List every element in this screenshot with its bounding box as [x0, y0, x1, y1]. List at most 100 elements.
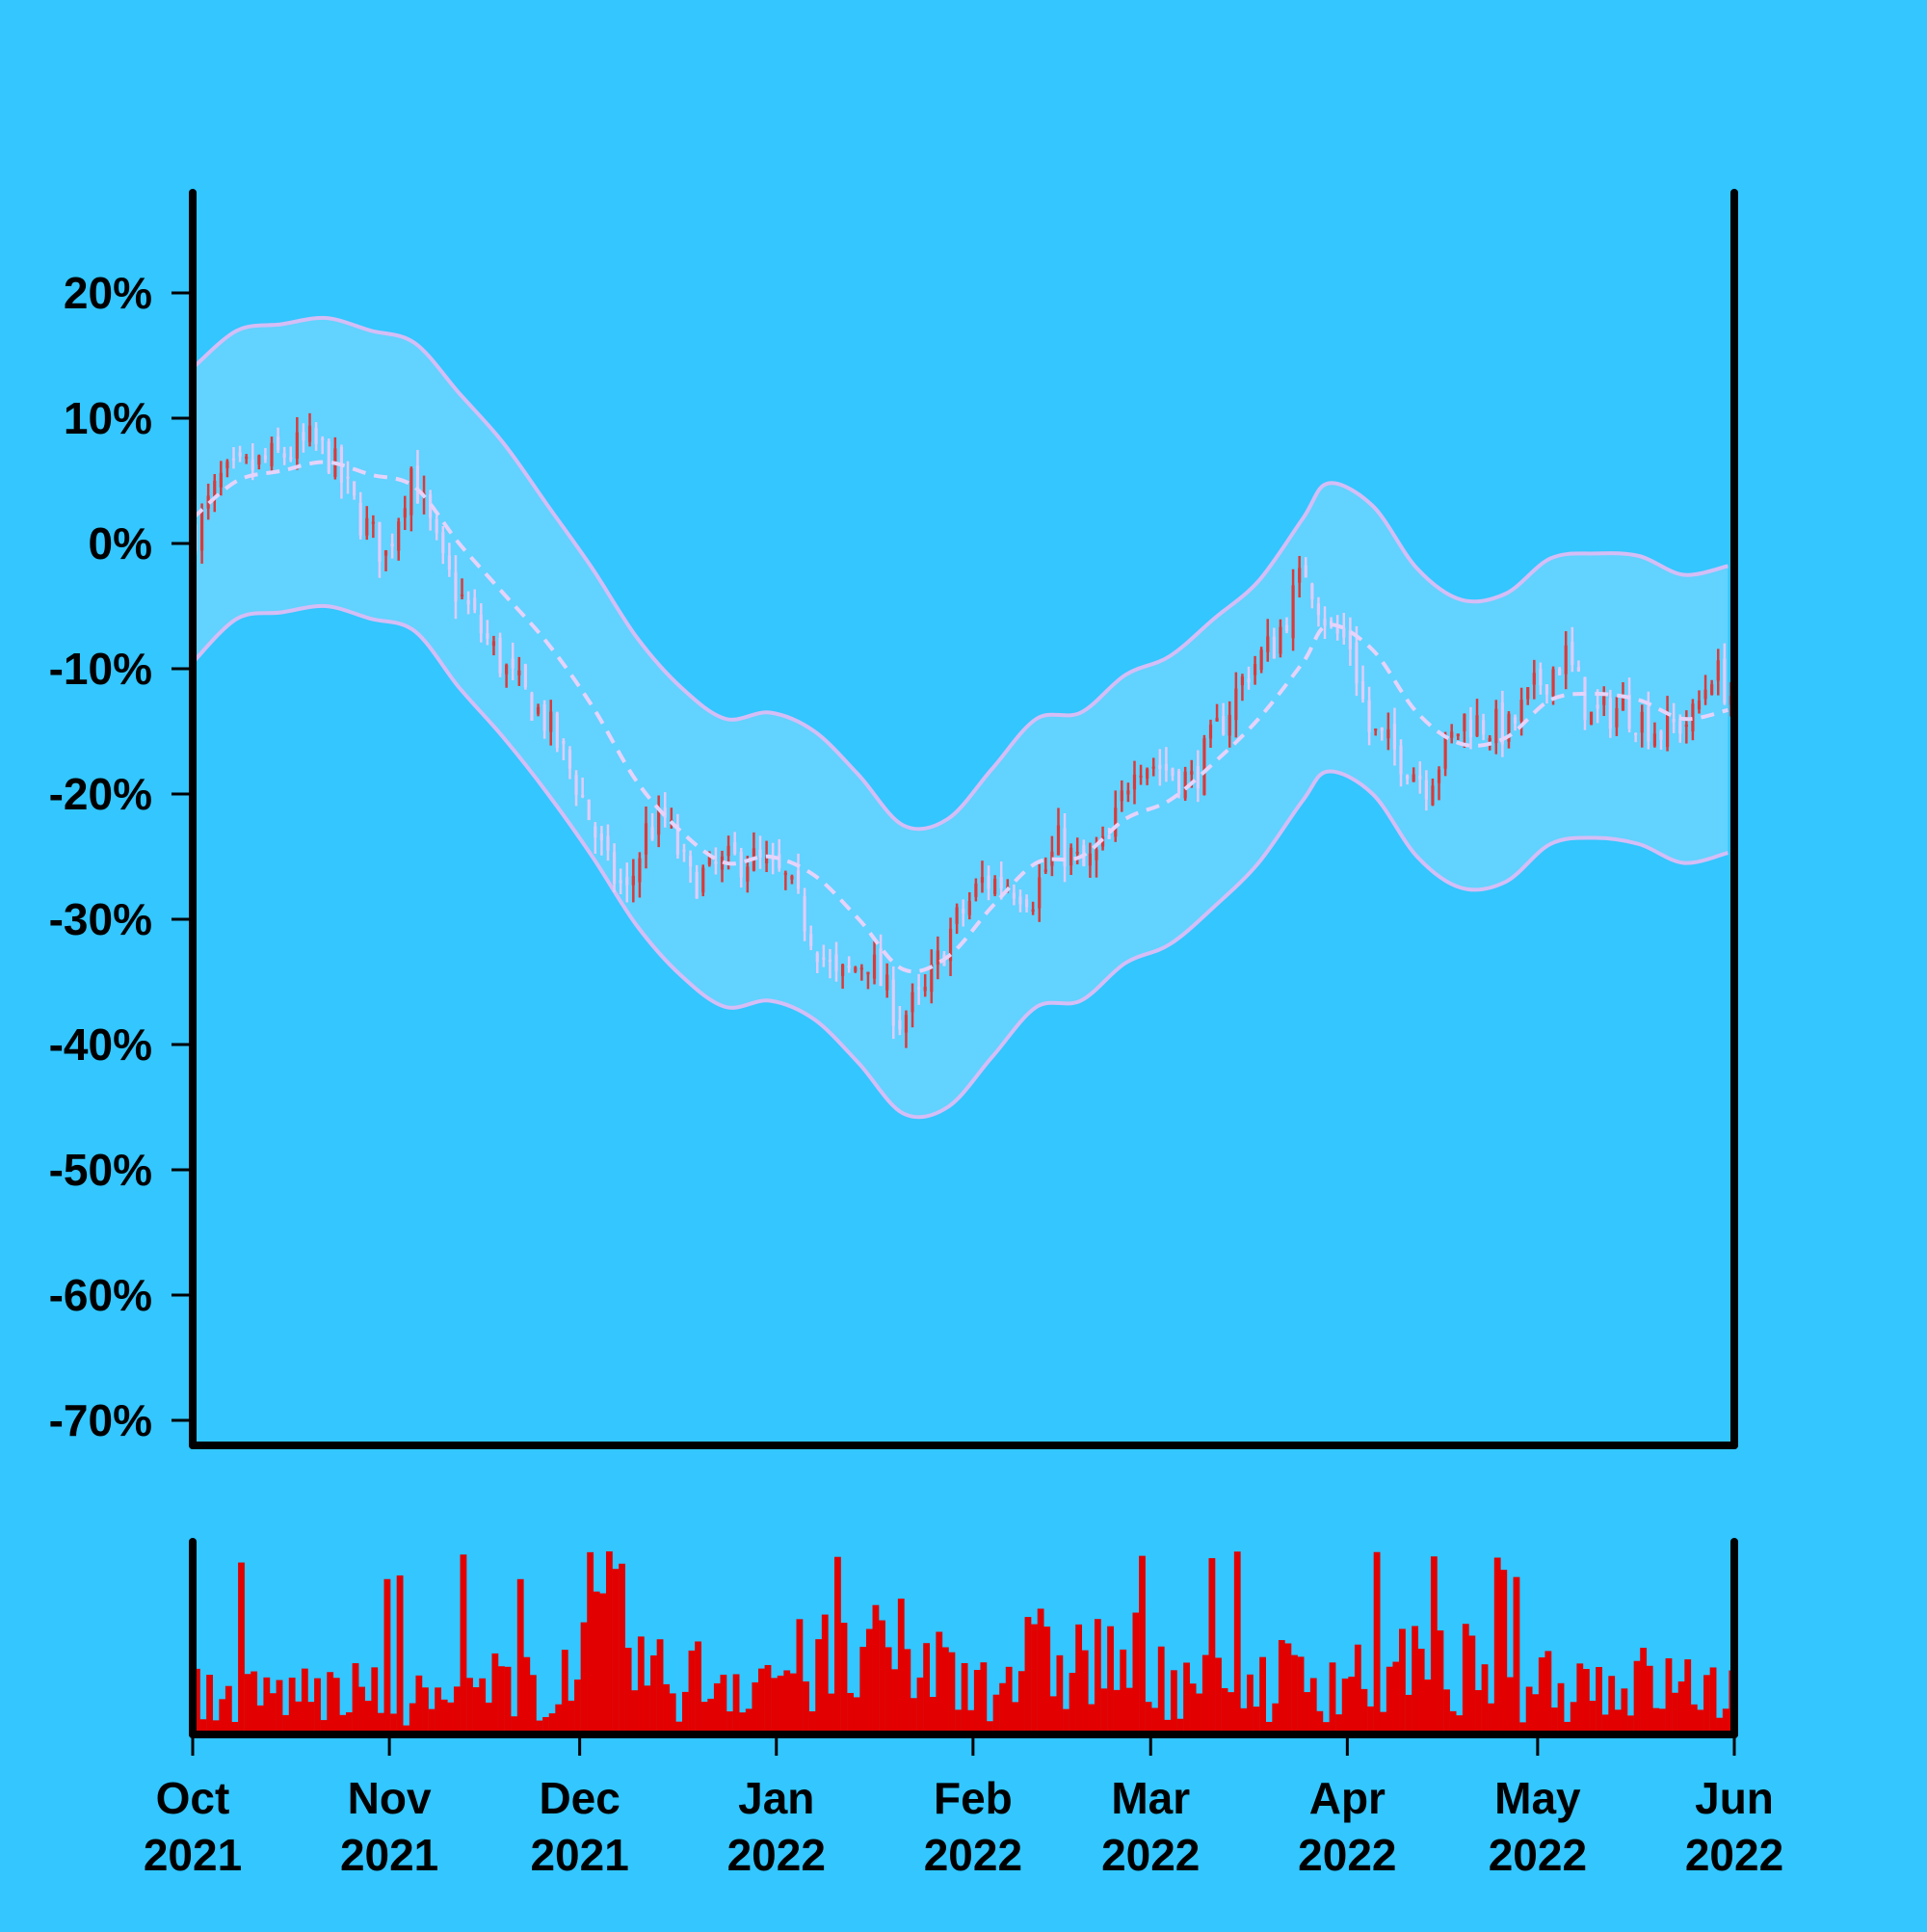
volume-bar: [453, 1686, 461, 1734]
candle-body: [663, 807, 667, 818]
candle-body: [930, 964, 934, 992]
candle: [1608, 689, 1612, 738]
volume-bar: [1145, 1702, 1152, 1734]
candle: [491, 635, 496, 656]
volume-bar: [466, 1678, 473, 1734]
candle-body: [1253, 663, 1257, 675]
candle-body: [1348, 630, 1352, 649]
candle-body: [358, 502, 362, 536]
volume-bar: [1380, 1711, 1387, 1734]
x-tick-month-label: Apr: [1309, 1773, 1386, 1823]
candle-body: [720, 856, 725, 870]
candle-body: [460, 594, 464, 596]
volume-bar: [1601, 1714, 1609, 1734]
volume-bar: [491, 1653, 499, 1734]
candle: [403, 495, 407, 531]
candle: [1634, 732, 1638, 743]
candle-body: [866, 971, 870, 975]
candle: [511, 642, 515, 680]
volume-bar: [1506, 1677, 1514, 1734]
candle: [619, 868, 622, 895]
x-tick-year-label: 2021: [144, 1830, 242, 1880]
volume-bar: [1677, 1681, 1685, 1734]
candle-body: [936, 950, 939, 966]
candle: [225, 459, 229, 478]
volume-bar: [739, 1712, 747, 1734]
candle: [1120, 780, 1123, 812]
candle-body: [1146, 768, 1149, 780]
candle-body: [625, 877, 629, 886]
volume-bar: [1170, 1670, 1177, 1734]
x-tick-year-label: 2022: [1489, 1830, 1587, 1880]
y-tick-label: 20%: [64, 268, 152, 318]
volume-bar: [1354, 1644, 1361, 1734]
candle-body: [1424, 780, 1428, 800]
volume-bar: [1278, 1640, 1285, 1734]
volume-bar: [206, 1675, 213, 1734]
volume-bar: [815, 1639, 823, 1734]
candle-body: [371, 521, 375, 524]
volume-bar: [1703, 1675, 1710, 1734]
candle: [466, 591, 470, 615]
candle: [752, 832, 756, 872]
volume-bar: [256, 1705, 264, 1734]
candle-body: [1164, 764, 1169, 771]
y-tick-label: -10%: [49, 644, 152, 694]
candle: [339, 444, 344, 499]
candle-body: [213, 480, 217, 500]
volume-bar: [1658, 1708, 1666, 1734]
candle: [1360, 665, 1365, 703]
candle-body: [1544, 684, 1549, 695]
volume-bar: [1468, 1635, 1476, 1734]
volume-bar: [320, 1720, 328, 1734]
candle-body: [1202, 738, 1206, 795]
volume-bar: [1183, 1662, 1190, 1734]
candle-body: [1488, 737, 1491, 742]
volume-bar: [1176, 1718, 1184, 1734]
volume-bar: [1519, 1722, 1526, 1734]
candle-body: [1576, 667, 1580, 672]
candle-body: [1227, 714, 1231, 736]
volume-bar: [923, 1643, 931, 1734]
volume-bar: [1329, 1662, 1336, 1734]
volume-bar: [1627, 1715, 1634, 1734]
candle: [358, 491, 362, 540]
candle: [783, 870, 787, 890]
candle: [498, 632, 502, 677]
candle-body: [562, 740, 566, 745]
candle: [854, 966, 858, 973]
candle-body: [1621, 697, 1625, 711]
volume-bar: [808, 1710, 816, 1734]
candles: [194, 412, 1733, 1048]
candle-body: [841, 965, 845, 976]
volume-bar: [219, 1699, 226, 1734]
volume-bar: [516, 1578, 524, 1734]
moving-average: [191, 460, 1729, 974]
volume-bar: [1640, 1648, 1648, 1734]
candle-body: [327, 440, 330, 473]
candle-body: [466, 599, 470, 605]
x-tick-year-label: 2022: [924, 1830, 1022, 1880]
candle-body: [1126, 790, 1130, 795]
volume-bar: [1582, 1669, 1590, 1734]
volume-bar: [371, 1667, 379, 1734]
candle: [1640, 704, 1644, 748]
volume-bar: [555, 1704, 563, 1734]
candle: [1342, 612, 1346, 645]
candle: [714, 847, 718, 875]
candle: [454, 555, 458, 620]
candle-body: [270, 442, 274, 466]
candle: [1697, 690, 1702, 714]
volume-bar: [916, 1677, 924, 1734]
volume-bar: [251, 1671, 258, 1734]
candle-body: [790, 876, 794, 880]
candle-body: [1342, 627, 1346, 638]
volume-bar: [288, 1678, 296, 1734]
candle: [257, 454, 261, 470]
volume-bar: [1716, 1717, 1724, 1734]
candle-body: [390, 543, 394, 547]
volume-bar: [1132, 1612, 1140, 1734]
volume-bar: [1709, 1667, 1717, 1734]
candle-body: [245, 456, 249, 460]
volume-bar: [999, 1682, 1007, 1734]
